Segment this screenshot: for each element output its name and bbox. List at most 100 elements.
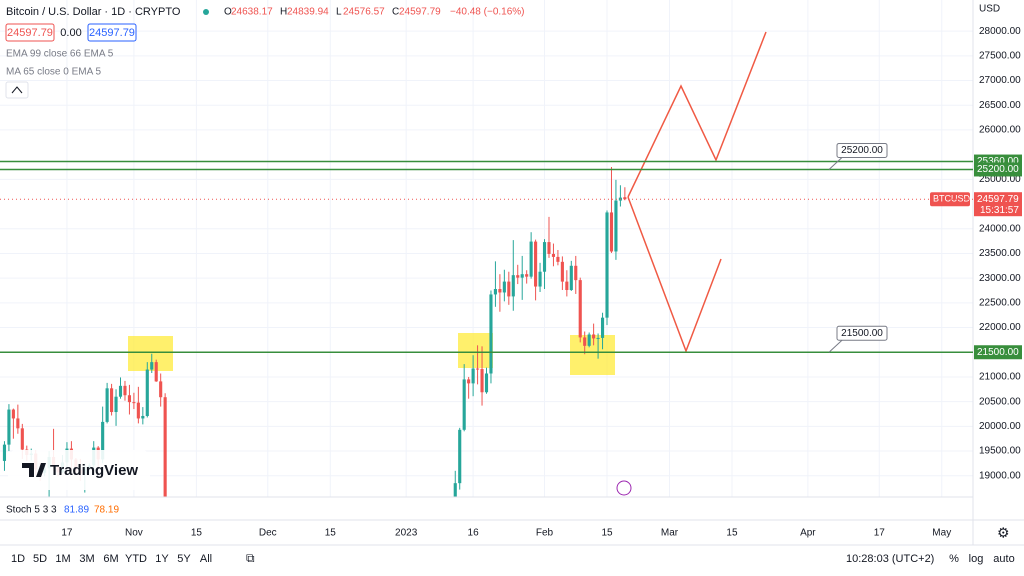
candle-body	[154, 362, 158, 382]
candle-body	[123, 385, 127, 396]
candle-body	[560, 261, 564, 282]
range-picker-icon[interactable]: ⧉	[246, 551, 255, 565]
candle-body	[159, 381, 163, 398]
buy-box[interactable]	[87, 23, 137, 42]
candle-body	[609, 212, 614, 252]
symbol-label: BTCUSD	[933, 194, 971, 204]
ohlc-letter: O	[224, 7, 232, 18]
y-tick-label: 20000.00	[979, 421, 1021, 432]
axes: 17 Nov 15 Dec 15 2023 16 Feb 15 Mar 15 Apr 17 May 1900…	[61, 26, 1022, 539]
header: Bitcoin / U.S. Dollar · 1D · CRYPTO O 246…	[5, 6, 525, 99]
x-tick-label: 15	[601, 528, 613, 539]
candle-body	[462, 379, 466, 430]
candle-body	[534, 241, 538, 287]
candle-body	[529, 241, 533, 277]
range-button[interactable]: 5D	[33, 553, 47, 565]
range-button[interactable]: 5Y	[177, 553, 191, 565]
symbol-label-bg	[930, 192, 970, 207]
price-label-bg	[974, 162, 1022, 177]
candle-body	[132, 402, 136, 404]
scale-option[interactable]: auto	[993, 553, 1014, 565]
settings-icon[interactable]: ⚙	[997, 525, 1010, 541]
candle-body	[569, 265, 573, 290]
candle-body	[20, 428, 24, 450]
market-status	[203, 9, 209, 15]
ohlc-change: −40.48 (−0.16%)	[450, 7, 525, 18]
candle-body	[114, 396, 118, 413]
candle-body	[453, 483, 457, 497]
range-button[interactable]: 1D	[11, 553, 25, 565]
candle-body	[498, 289, 502, 293]
collapse-button[interactable]	[5, 81, 29, 99]
candle-body	[7, 409, 11, 445]
candle-body	[502, 281, 506, 293]
candle-body	[574, 265, 578, 281]
x-tick-label: 15	[325, 528, 337, 539]
candle-body	[525, 274, 529, 277]
x-tick-label: 15	[191, 528, 203, 539]
candle-body	[127, 395, 131, 403]
candle-body	[105, 388, 109, 422]
callout-text: 21500.00	[841, 328, 883, 339]
y-tick-label: 21000.00	[979, 372, 1021, 383]
ohlc-legend: O 24638.17 H 24839.94 L 24576.57 C 24597.79 −40.…	[224, 7, 525, 18]
callout-bg	[836, 325, 888, 341]
x-tick-label: 2023	[395, 528, 418, 539]
candle-body	[16, 418, 20, 429]
candle-body	[150, 362, 154, 370]
x-tick-label: Nov	[125, 528, 143, 539]
stoch-value: 78.19	[94, 505, 119, 516]
bid: 24597.79	[7, 27, 53, 39]
candle-body	[145, 369, 149, 416]
spread: 0.00	[60, 27, 81, 39]
candle-body	[614, 200, 618, 252]
range-button[interactable]: All	[200, 553, 212, 565]
candle-body	[542, 242, 547, 272]
y-tick-label: 22000.00	[979, 322, 1021, 333]
range-button[interactable]: 1Y	[155, 553, 169, 565]
candle-body	[596, 337, 600, 339]
y-tick-label: 25000.00	[979, 174, 1021, 185]
symbol-title: Bitcoin / U.S. Dollar · 1D · CRYPTO	[6, 6, 181, 18]
collapse-icon	[11, 86, 23, 94]
ohlc-letter: H	[280, 7, 287, 18]
range-button[interactable]: 6M	[103, 553, 118, 565]
candle-body	[507, 281, 511, 297]
candle-body	[520, 274, 524, 278]
candle-body	[489, 294, 493, 374]
highlight-box	[570, 335, 615, 375]
x-tick-label: 17	[874, 528, 886, 539]
price-label: 25200.00	[977, 164, 1019, 175]
y-tick-label: 27500.00	[979, 50, 1021, 61]
candle-body	[605, 212, 609, 318]
candle-body	[480, 369, 484, 393]
grid	[0, 0, 973, 497]
candle-body	[583, 337, 587, 346]
watermark-bg	[8, 450, 150, 490]
candle-body	[578, 280, 582, 338]
price-label: 25360.00	[977, 156, 1019, 167]
highlight-box	[458, 333, 493, 368]
event-icon[interactable]	[616, 480, 632, 496]
range-button[interactable]: 3M	[79, 553, 94, 565]
last-price-bg	[974, 192, 1022, 217]
indicator: EMA 99 close 66 EMA 5	[6, 49, 114, 60]
range-button[interactable]: 1M	[55, 553, 70, 565]
sell-box[interactable]	[5, 23, 55, 42]
stoch-value: 81.89	[64, 505, 89, 516]
candle-body	[11, 409, 15, 419]
candle-body	[163, 397, 167, 497]
currency: USD	[979, 4, 1000, 15]
x-tick-label: Apr	[800, 528, 816, 539]
y-tick-label: 27000.00	[979, 75, 1021, 86]
range-button[interactable]: YTD	[125, 553, 147, 565]
scale-option[interactable]: %	[949, 553, 959, 565]
candle-body	[101, 421, 105, 460]
candle-body	[141, 415, 145, 419]
price-label: 21500.00	[977, 347, 1019, 358]
scale-option[interactable]: log	[969, 553, 984, 565]
candle-body	[511, 275, 515, 297]
last-price: 24597.79	[977, 194, 1019, 205]
candle-body	[565, 281, 569, 290]
callout-bg	[836, 142, 888, 158]
